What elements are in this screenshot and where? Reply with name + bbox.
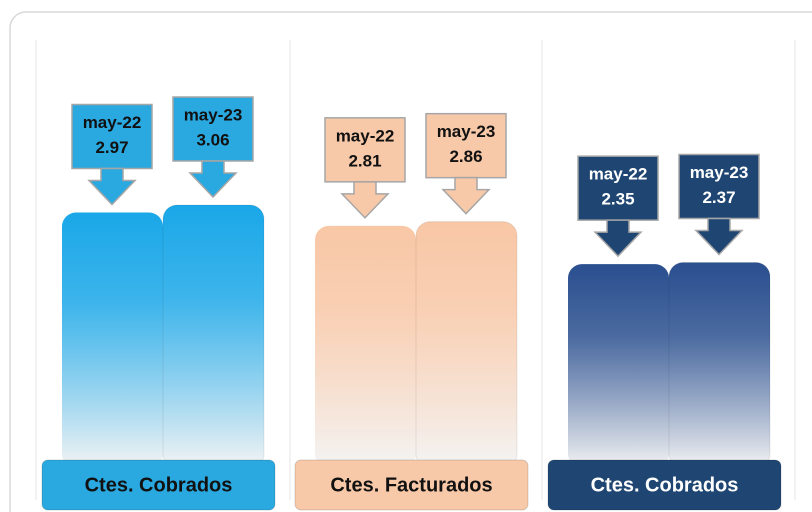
bar: [162, 204, 265, 469]
group-label-box: [294, 459, 529, 511]
callout-arrow: [188, 160, 238, 199]
group-label: Ctes. Facturados: [330, 474, 492, 496]
callout-box: [172, 96, 254, 162]
group-label: Ctes. Cobrados: [591, 474, 739, 496]
bar: [668, 262, 771, 469]
value-label: 3.06: [196, 130, 229, 149]
callout-name: may-23: [437, 122, 496, 141]
callout-arrow: [87, 167, 137, 206]
callout-arrow: [441, 176, 491, 215]
callout-box: [577, 155, 659, 221]
value-label: 2.37: [702, 188, 735, 207]
group-label-box: [41, 459, 276, 511]
bar: [415, 221, 518, 469]
bar: [568, 264, 669, 468]
callout-name: may-23: [690, 163, 749, 182]
bar: [315, 225, 416, 468]
value-label: 2.35: [601, 190, 634, 209]
callout-arrow: [694, 217, 744, 256]
value-label: 2.97: [95, 138, 128, 157]
callout-name: may-22: [83, 113, 142, 132]
callout-arrow: [340, 181, 390, 219]
value-label: 2.86: [449, 147, 482, 166]
callout-box: [71, 103, 153, 170]
callout-arrow: [593, 219, 643, 258]
group-label: Ctes. Cobrados: [85, 474, 233, 496]
value-label: 2.81: [348, 151, 381, 170]
group-label-box: [547, 459, 782, 511]
callout-name: may-22: [589, 165, 648, 184]
callout-name: may-23: [184, 105, 243, 124]
bar: [62, 212, 163, 468]
callout-name: may-22: [336, 126, 395, 145]
